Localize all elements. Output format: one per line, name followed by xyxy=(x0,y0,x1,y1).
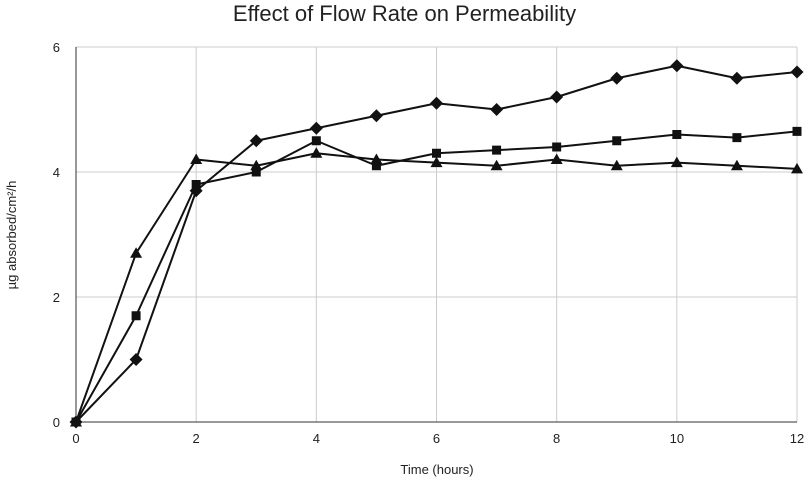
x-tick-label: 4 xyxy=(313,431,320,446)
data-point-triangle xyxy=(250,159,263,171)
data-point-diamond xyxy=(490,103,504,116)
y-tick-label: 2 xyxy=(53,290,60,305)
x-axis-title: Time (hours) xyxy=(400,462,473,477)
data-point-diamond xyxy=(129,353,143,366)
axes: 0 2 4 6 8 10 12 0 2 4 6 xyxy=(53,40,804,446)
data-point-triangle xyxy=(730,159,743,171)
x-tick-label: 12 xyxy=(790,431,804,446)
data-point-triangle xyxy=(490,159,503,171)
data-point-square xyxy=(432,148,441,158)
data-point-diamond xyxy=(309,121,323,135)
data-point-diamond xyxy=(369,109,383,123)
data-point-square xyxy=(612,136,622,146)
series-diamond xyxy=(69,59,804,429)
data-point-diamond xyxy=(730,71,744,85)
series xyxy=(69,59,804,429)
data-point-square xyxy=(792,126,802,136)
y-tick-label: 0 xyxy=(53,415,60,430)
data-point-triangle xyxy=(130,247,143,258)
data-point-triangle xyxy=(430,156,443,168)
x-tick-label: 0 xyxy=(72,431,79,446)
data-point-triangle xyxy=(370,153,383,164)
data-point-square xyxy=(311,136,321,146)
data-point-triangle xyxy=(550,153,563,164)
data-point-diamond xyxy=(550,90,564,104)
data-point-square xyxy=(492,145,502,155)
series-triangle xyxy=(70,147,803,427)
y-tick-label: 6 xyxy=(53,40,60,55)
data-point-square xyxy=(131,311,141,321)
y-tick-label: 4 xyxy=(53,165,60,180)
data-point-square xyxy=(191,180,201,189)
data-point-triangle xyxy=(610,159,623,171)
data-point-diamond xyxy=(610,71,624,85)
data-point-diamond xyxy=(430,96,443,110)
data-point-square xyxy=(371,161,381,171)
y-axis-title: µg absorbed/cm²/h xyxy=(4,181,19,290)
data-point-diamond xyxy=(249,134,263,148)
chart-title: Effect of Flow Rate on Permeability xyxy=(232,1,577,26)
data-point-triangle xyxy=(190,153,203,164)
data-point-square xyxy=(672,130,682,139)
data-point-triangle xyxy=(791,162,803,174)
data-point-square xyxy=(251,167,261,177)
data-point-diamond xyxy=(670,59,684,73)
data-point-triangle xyxy=(70,416,82,427)
x-tick-label: 8 xyxy=(553,431,560,446)
x-tick-label: 10 xyxy=(670,431,684,446)
data-point-diamond xyxy=(790,65,804,79)
data-point-square xyxy=(552,142,562,152)
data-point-square xyxy=(732,133,742,143)
x-tick-label: 6 xyxy=(433,431,440,446)
data-point-triangle xyxy=(310,147,323,158)
data-point-triangle xyxy=(670,156,683,168)
x-tick-label: 2 xyxy=(193,431,200,446)
